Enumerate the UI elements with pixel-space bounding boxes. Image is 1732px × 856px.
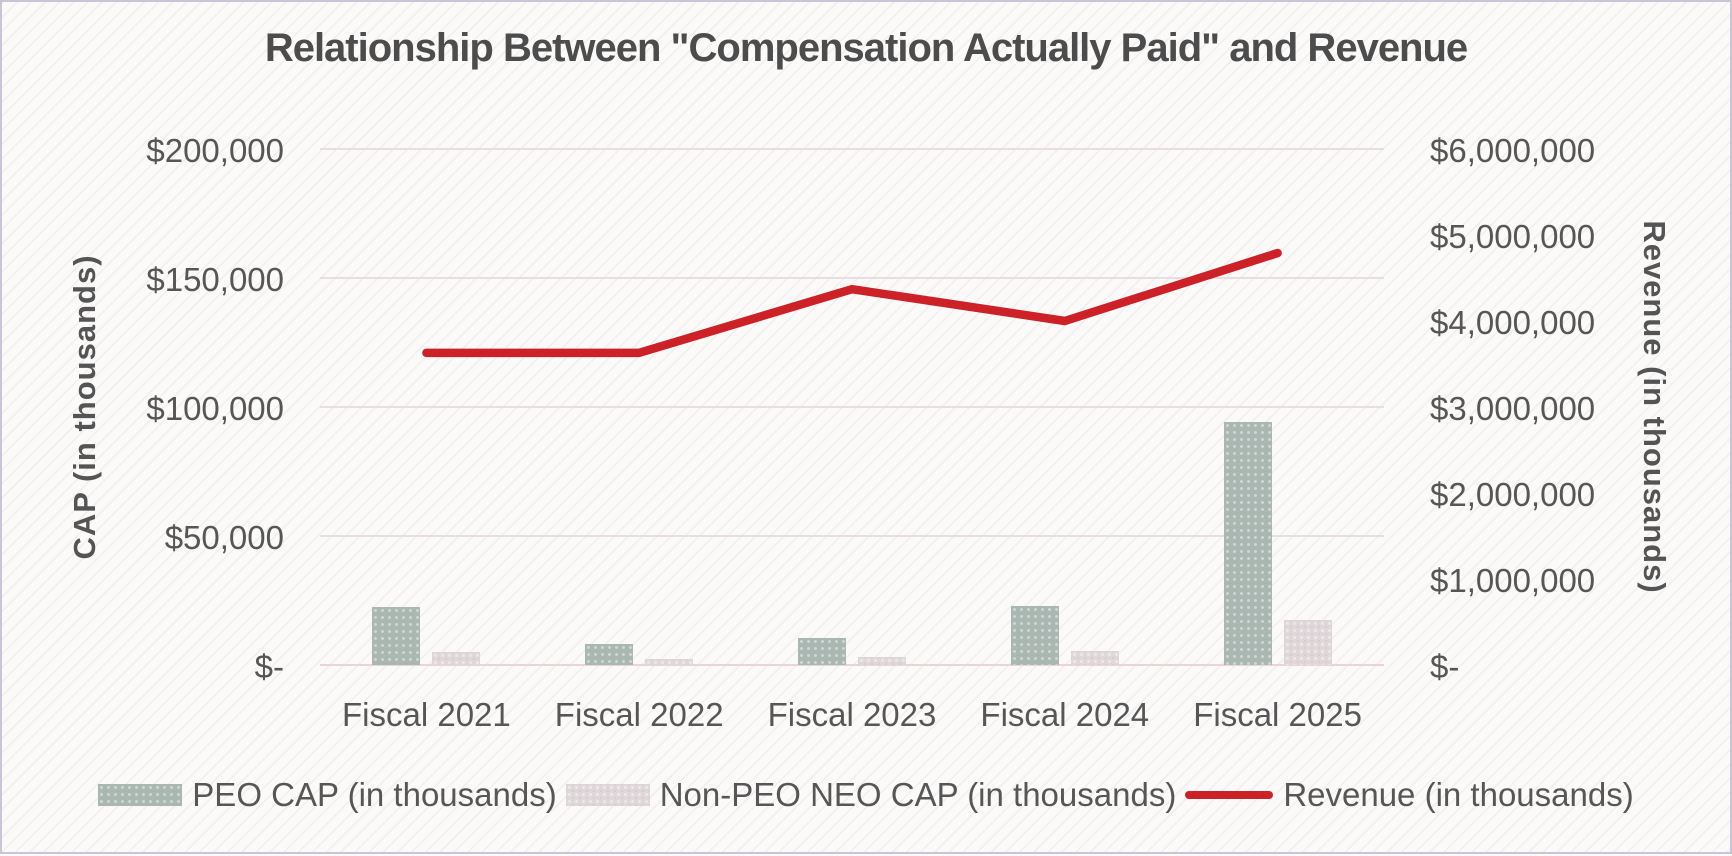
gridline	[320, 406, 1384, 408]
y-axis-tick-right: $5,000,000	[1430, 218, 1596, 255]
bar-non-peo-cap	[1283, 620, 1332, 665]
bar-peo-cap	[1010, 605, 1059, 665]
y-axis-tick-left: $200,000	[146, 132, 284, 169]
bar-non-peo-cap	[858, 657, 906, 665]
legend: PEO CAP (in thousands) Non-PEO NEO CAP (…	[2, 772, 1730, 818]
legend-swatch-revenue-line	[1185, 791, 1274, 799]
gridline	[320, 148, 1384, 150]
legend-label-peo-cap: PEO CAP (in thousands)	[192, 776, 557, 813]
legend-item-revenue: Revenue (in thousands)	[1185, 776, 1634, 814]
chart-title: Relationship Between "Compensation Actua…	[264, 26, 1468, 70]
x-axis-label: Fiscal 2025	[1193, 696, 1362, 733]
legend-swatch-peo-cap	[98, 784, 183, 806]
legend-label-non-peo-cap: Non-PEO NEO CAP (in thousands)	[659, 776, 1177, 813]
gridline	[320, 535, 1384, 537]
bar-peo-cap	[798, 637, 846, 665]
x-axis-label: Fiscal 2024	[980, 696, 1150, 733]
y-axis-tick-left: $100,000	[146, 390, 284, 427]
y-axis-tick-right: $2,000,000	[1430, 476, 1596, 513]
revenue-line	[422, 248, 1282, 358]
legend-item-non-peo-cap: Non-PEO NEO CAP (in thousands)	[565, 776, 1177, 814]
gridline	[320, 664, 1384, 666]
y-axis-tick-right: $-	[1430, 648, 1460, 685]
bar-peo-cap	[585, 643, 634, 665]
bar-non-peo-cap	[1070, 651, 1119, 665]
legend-item-peo-cap: PEO CAP (in thousands)	[98, 776, 557, 814]
x-axis-label: Fiscal 2022	[554, 696, 724, 733]
right-axis-title: Revenue (in thousands)	[1637, 220, 1672, 594]
gridline	[320, 277, 1384, 279]
bar-non-peo-cap	[432, 652, 481, 665]
y-axis-tick-right: $6,000,000	[1430, 132, 1596, 169]
y-axis-tick-right: $3,000,000	[1430, 390, 1596, 427]
y-axis-tick-left: $150,000	[146, 261, 284, 298]
bar-peo-cap	[372, 606, 421, 665]
x-axis-label: Fiscal 2021	[342, 696, 511, 733]
y-axis-tick-right: $1,000,000	[1430, 562, 1596, 599]
legend-swatch-non-peo-cap	[565, 784, 650, 806]
legend-label-revenue: Revenue (in thousands)	[1283, 776, 1634, 813]
x-axis-label: Fiscal 2023	[767, 696, 937, 733]
y-axis-tick-left: $-	[254, 648, 284, 685]
y-axis-tick-right: $4,000,000	[1430, 304, 1596, 341]
bar-peo-cap	[1223, 422, 1272, 665]
y-axis-tick-left: $50,000	[164, 519, 284, 556]
bar-non-peo-cap	[645, 658, 694, 665]
